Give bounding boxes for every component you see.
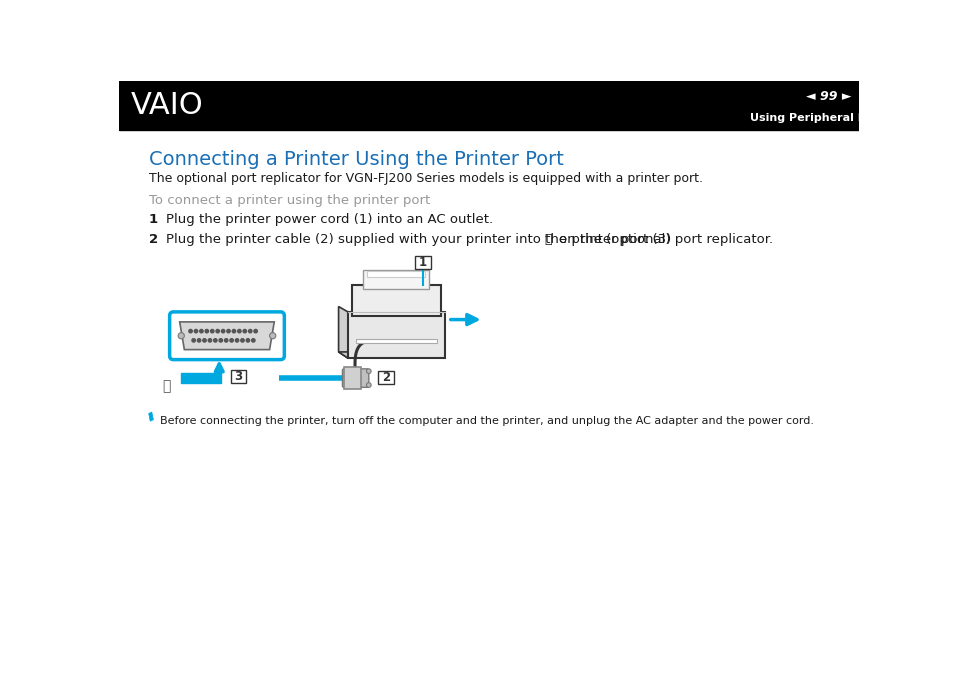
FancyBboxPatch shape <box>342 369 369 388</box>
Polygon shape <box>338 307 348 358</box>
FancyBboxPatch shape <box>170 312 284 360</box>
Polygon shape <box>149 412 153 421</box>
Circle shape <box>208 338 212 342</box>
Text: To connect a printer using the printer port: To connect a printer using the printer p… <box>149 194 430 207</box>
Text: 1: 1 <box>418 255 427 269</box>
Bar <box>119 81 858 130</box>
Polygon shape <box>338 352 444 358</box>
Circle shape <box>249 330 252 333</box>
Circle shape <box>189 330 193 333</box>
Circle shape <box>237 330 241 333</box>
Circle shape <box>197 338 200 342</box>
Circle shape <box>230 338 233 342</box>
Text: Connecting a Printer Using the Printer Port: Connecting a Printer Using the Printer P… <box>149 150 563 169</box>
Circle shape <box>215 330 219 333</box>
Text: VAIO: VAIO <box>131 91 203 120</box>
Bar <box>355 339 436 344</box>
Circle shape <box>270 333 275 339</box>
Circle shape <box>219 338 222 342</box>
Bar <box>363 270 429 288</box>
Circle shape <box>213 338 217 342</box>
Text: 2: 2 <box>149 233 157 245</box>
Circle shape <box>178 333 184 339</box>
Circle shape <box>253 330 257 333</box>
Bar <box>367 271 425 277</box>
Text: Before connecting the printer, turn off the computer and the printer, and unplug: Before connecting the printer, turn off … <box>159 416 813 426</box>
Circle shape <box>211 330 213 333</box>
Circle shape <box>205 330 209 333</box>
Text: 1: 1 <box>149 213 157 226</box>
Circle shape <box>240 338 244 342</box>
Circle shape <box>203 338 206 342</box>
Text: ◄ 99 ►: ◄ 99 ► <box>804 90 850 103</box>
Circle shape <box>246 338 250 342</box>
Bar <box>344 367 360 389</box>
Circle shape <box>252 338 254 342</box>
Text: 3: 3 <box>234 369 242 383</box>
Circle shape <box>199 330 203 333</box>
Bar <box>231 369 246 383</box>
Circle shape <box>232 330 235 333</box>
Circle shape <box>192 338 195 342</box>
Text: 🖨: 🖨 <box>543 233 551 245</box>
Text: 🖨: 🖨 <box>162 379 171 393</box>
Bar <box>348 312 444 358</box>
Bar <box>377 371 394 384</box>
Circle shape <box>194 330 197 333</box>
Circle shape <box>224 338 228 342</box>
Text: Plug the printer cable (2) supplied with your printer into the printer port (3): Plug the printer cable (2) supplied with… <box>166 233 670 245</box>
Text: Plug the printer power cord (1) into an AC outlet.: Plug the printer power cord (1) into an … <box>166 213 493 226</box>
Circle shape <box>227 330 230 333</box>
Circle shape <box>221 330 225 333</box>
Text: The optional port replicator for VGN-FJ200 Series models is equipped with a prin: The optional port replicator for VGN-FJ2… <box>149 172 702 185</box>
Bar <box>352 285 440 315</box>
Bar <box>415 255 431 269</box>
Text: Using Peripheral Devices: Using Peripheral Devices <box>749 113 905 123</box>
Circle shape <box>243 330 246 333</box>
Circle shape <box>366 369 371 373</box>
Polygon shape <box>179 322 274 350</box>
Text: 2: 2 <box>381 371 390 384</box>
Text: on the (optional) port replicator.: on the (optional) port replicator. <box>558 233 772 245</box>
Circle shape <box>235 338 238 342</box>
Circle shape <box>366 383 371 388</box>
